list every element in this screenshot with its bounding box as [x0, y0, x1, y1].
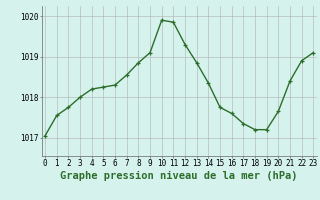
X-axis label: Graphe pression niveau de la mer (hPa): Graphe pression niveau de la mer (hPa) — [60, 171, 298, 181]
